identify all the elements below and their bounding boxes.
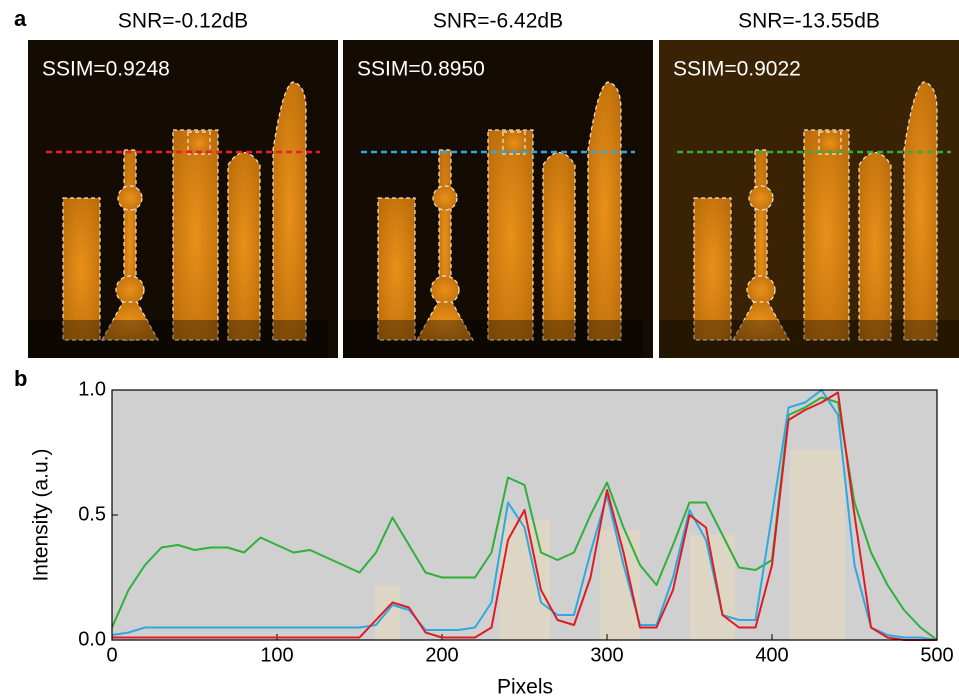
image: SSIM=0.8950 (342, 40, 653, 359)
data-line (112, 391, 937, 641)
panel-label: a (14, 6, 27, 31)
x-tick-label: 200 (425, 644, 458, 666)
y-tick-label: 1.0 (78, 378, 106, 400)
y-axis-label: Intensity (a.u.) (30, 448, 53, 581)
image: SSIM=0.9022 (658, 40, 959, 359)
image-title: SNR=-6.42dB (433, 10, 563, 33)
background-image (375, 450, 845, 640)
ssim-label: SSIM=0.9248 (42, 58, 170, 81)
image: SSIM=0.9248 (27, 40, 338, 359)
data-line (111, 396, 938, 641)
plot-frame (111, 389, 938, 641)
x-tick-label: 500 (920, 644, 953, 666)
x-tick-label: 300 (590, 644, 623, 666)
y-tick-label: 0.0 (78, 628, 106, 650)
x-tick-label: 400 (755, 644, 788, 666)
plot: 0 100 200 300 400 500 0.0 0.5 1.0 (78, 378, 954, 666)
y-tick-label: 0.5 (78, 503, 106, 525)
ssim-label: SSIM=0.9022 (673, 58, 801, 81)
panel-label: b (14, 366, 27, 391)
image-title: SNR=-0.12dB (118, 10, 248, 33)
image-row: SNR=-0.12dB SSIM=0.9248 SNR=-6.42dB SSIM=0.… (27, 10, 959, 359)
data-line (111, 389, 938, 641)
ssim-label: SSIM=0.8950 (357, 58, 485, 81)
image-title: SNR=-13.55dB (738, 10, 880, 33)
x-tick-label: 100 (260, 644, 293, 666)
plot-background (112, 390, 937, 640)
x-axis-label: Pixels (497, 676, 553, 698)
x-tick-label: 0 (106, 644, 117, 666)
